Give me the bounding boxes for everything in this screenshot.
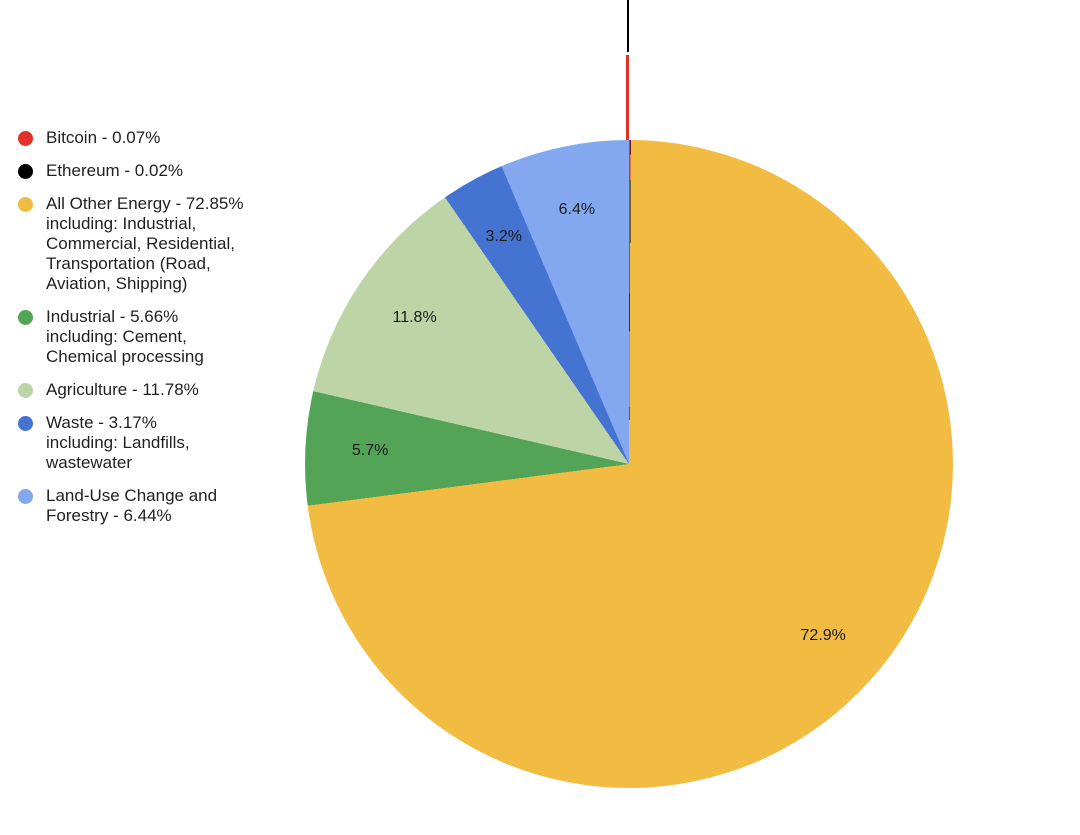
bitcoin-slice-line <box>626 55 629 140</box>
legend-swatch-all-other-energy <box>18 197 33 212</box>
legend: Bitcoin - 0.07% Ethereum - 0.02% All Oth… <box>18 128 298 539</box>
pie-slice-label-waste: 3.2% <box>485 228 522 246</box>
legend-swatch-agriculture <box>18 383 33 398</box>
legend-swatch-land-use <box>18 489 33 504</box>
legend-label-industrial: Industrial - 5.66% including: Cement, Ch… <box>46 307 204 366</box>
pie-slice-label-agriculture: 11.8% <box>392 309 437 327</box>
legend-item-ethereum: Ethereum - 0.02% <box>18 161 298 181</box>
legend-item-bitcoin: Bitcoin - 0.07% <box>18 128 298 148</box>
legend-swatch-ethereum <box>18 164 33 179</box>
legend-item-waste: Waste - 3.17% including: Landfills, wast… <box>18 413 298 473</box>
legend-label-waste: Waste - 3.17% including: Landfills, wast… <box>46 413 190 472</box>
pie-chart <box>305 140 953 788</box>
pie-slice-label-industrial: 5.7% <box>351 442 389 460</box>
legend-swatch-bitcoin <box>18 131 33 146</box>
legend-label-all-other-energy: All Other Energy - 72.85% including: Ind… <box>46 194 244 293</box>
legend-swatch-industrial <box>18 310 33 325</box>
legend-label-ethereum: Ethereum - 0.02% <box>46 161 184 180</box>
legend-item-land-use: Land-Use Change and Forestry - 6.44% <box>18 486 298 526</box>
legend-label-agriculture: Agriculture - 11.78% <box>46 380 199 399</box>
legend-item-industrial: Industrial - 5.66% including: Cement, Ch… <box>18 307 298 367</box>
ethereum-slice-line <box>627 0 629 52</box>
legend-label-land-use: Land-Use Change and Forestry - 6.44% <box>46 486 218 525</box>
legend-item-agriculture: Agriculture - 11.78% <box>18 380 298 400</box>
legend-swatch-waste <box>18 416 33 431</box>
legend-label-bitcoin: Bitcoin - 0.07% <box>46 128 161 147</box>
pie-slice-label-all-other-energy: 72.9% <box>800 626 846 644</box>
pie-slice-label-land-use-change-and-forestry: 6.4% <box>558 201 596 219</box>
legend-item-all-other-energy: All Other Energy - 72.85% including: Ind… <box>18 194 298 294</box>
